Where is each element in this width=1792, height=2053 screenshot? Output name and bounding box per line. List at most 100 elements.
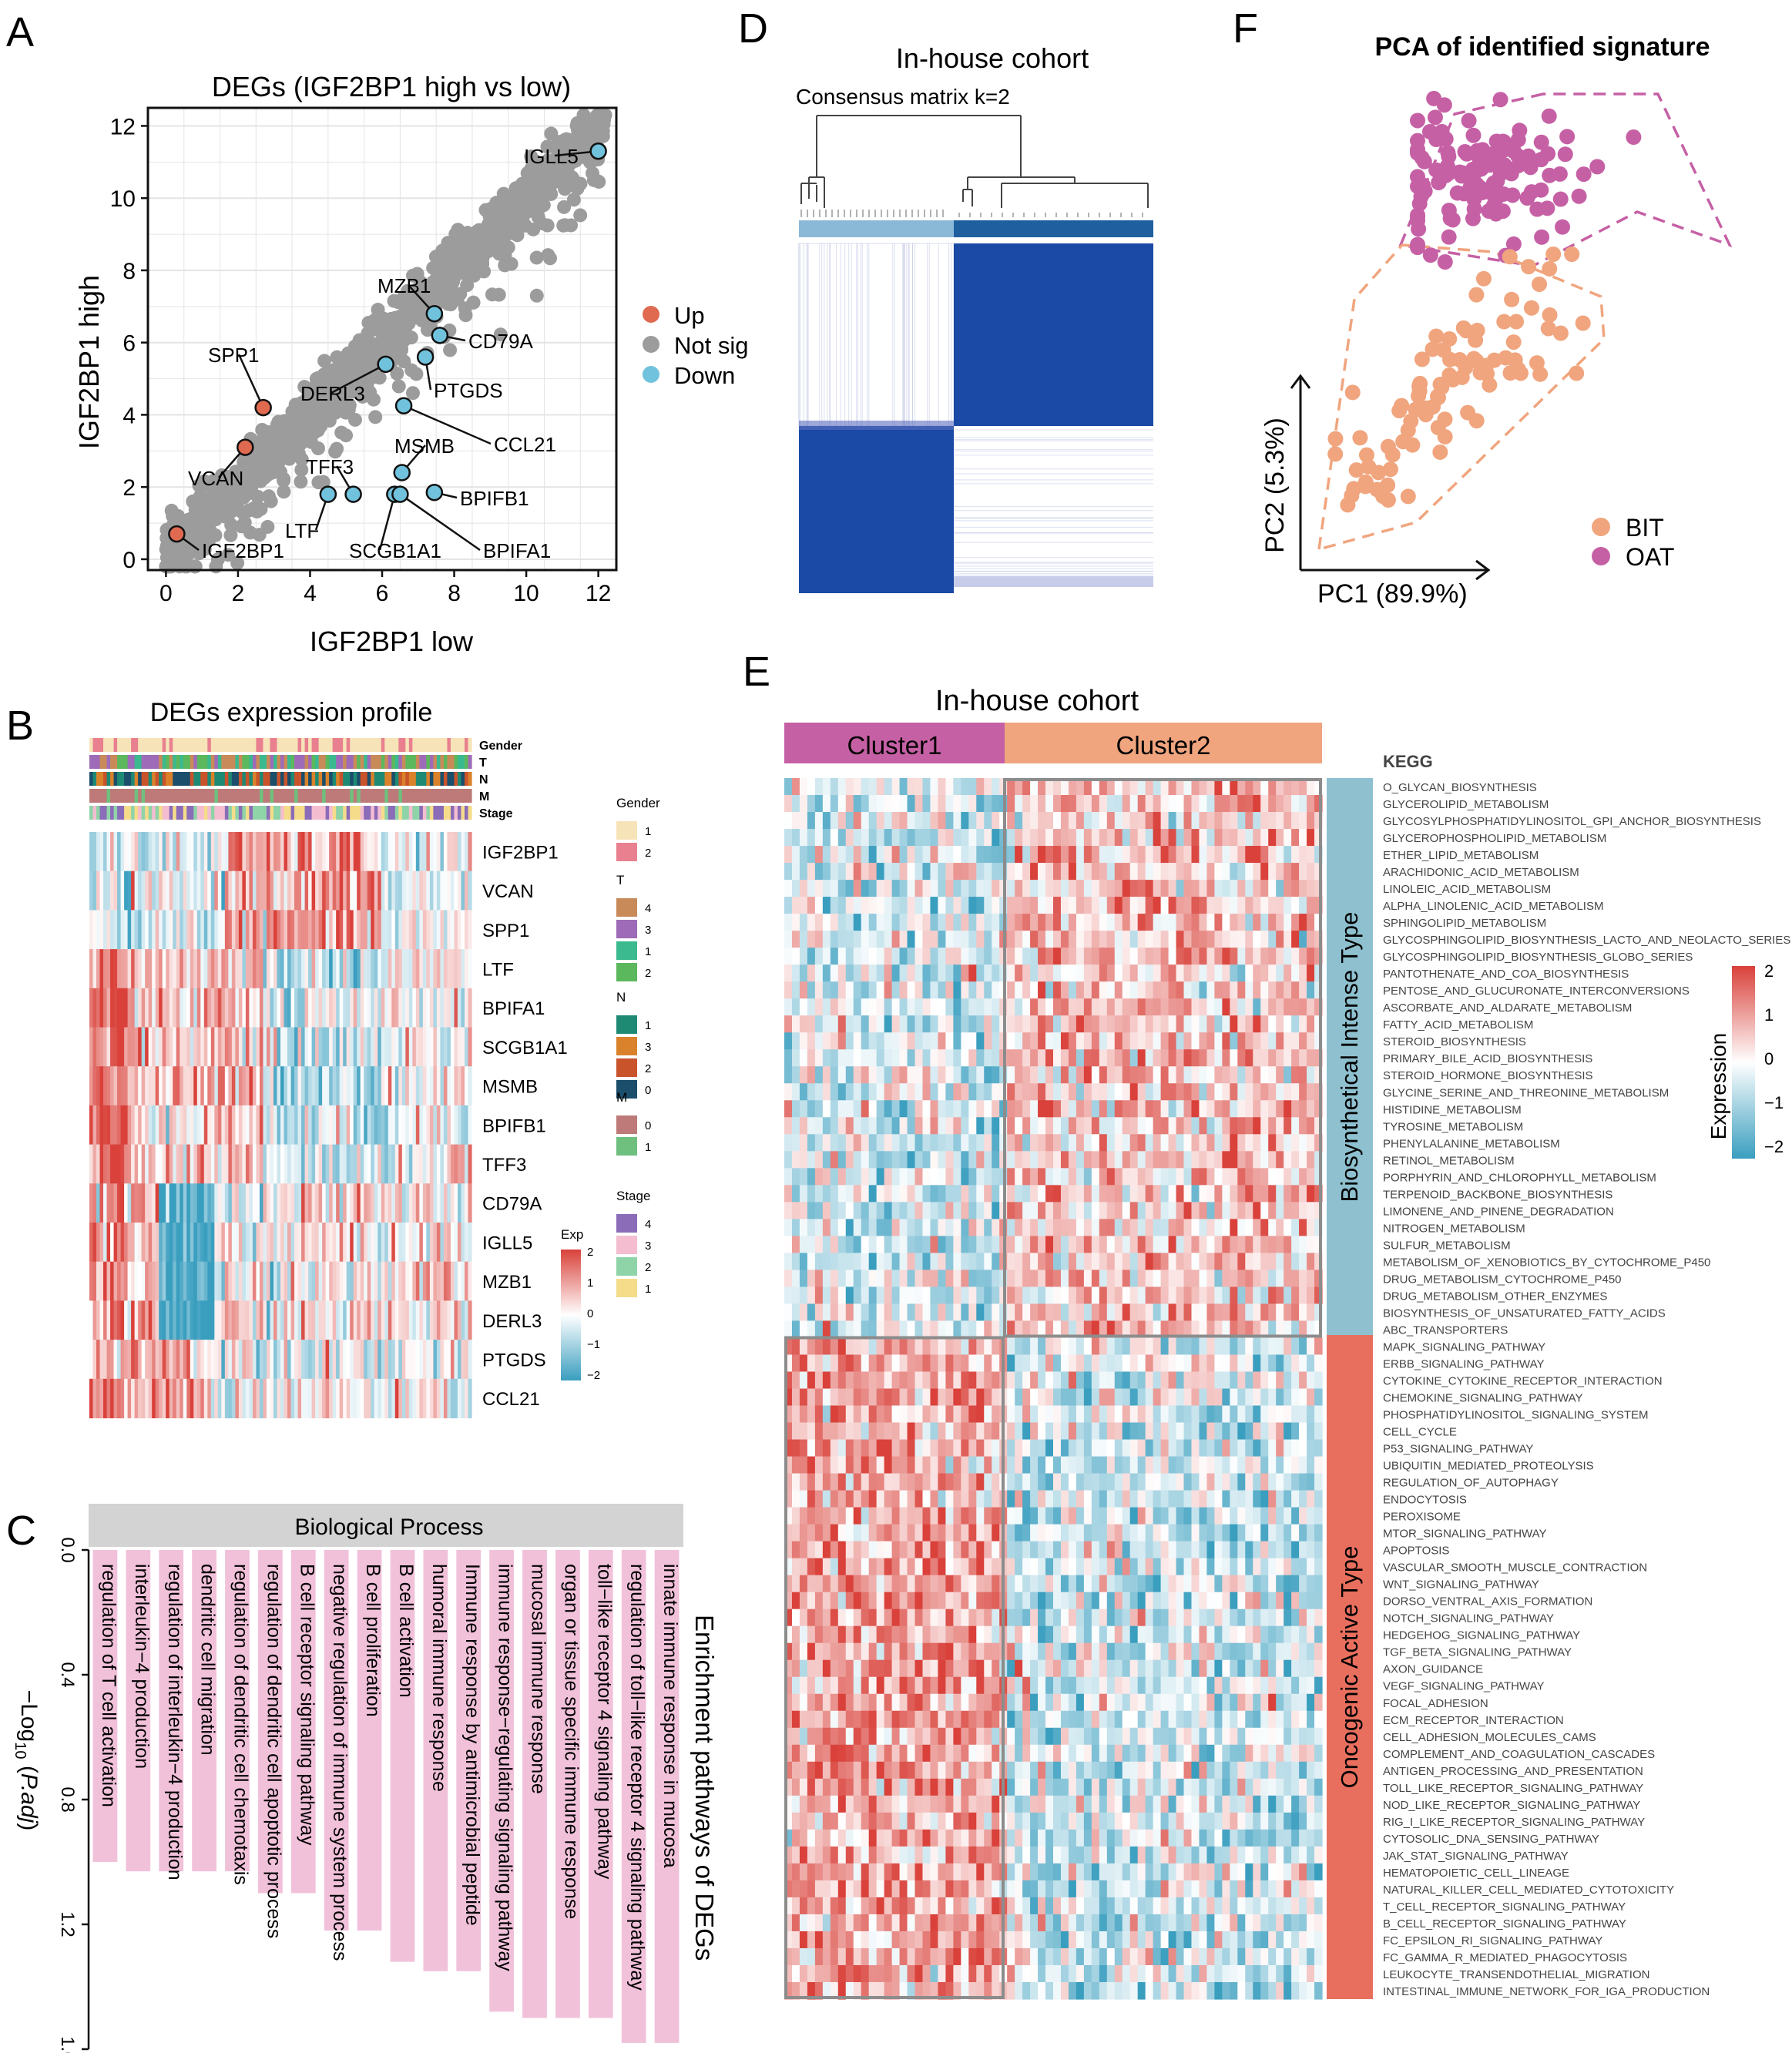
heat-cell bbox=[1237, 998, 1246, 1016]
annotation-cell bbox=[180, 806, 184, 820]
heat-cell bbox=[350, 832, 354, 872]
heat-cell bbox=[134, 1144, 139, 1184]
heat-cell bbox=[124, 1027, 129, 1067]
annotation-cell bbox=[120, 789, 125, 803]
heat-cell bbox=[938, 812, 946, 830]
y-tick-label: 2 bbox=[122, 475, 136, 501]
heat-cell bbox=[468, 1027, 472, 1067]
heat-cell bbox=[791, 914, 800, 931]
annotation-cell bbox=[464, 772, 469, 786]
annotation-cell bbox=[422, 806, 427, 820]
annotation-cell bbox=[339, 772, 344, 786]
legend-swatch bbox=[616, 1015, 637, 1034]
heat-cell bbox=[346, 1105, 351, 1146]
gene-label-mzb1: MZB1 bbox=[482, 1272, 532, 1293]
heat-cell bbox=[297, 871, 302, 911]
heat-cell bbox=[203, 871, 208, 911]
heat-cell bbox=[228, 1223, 233, 1263]
heat-cell bbox=[193, 910, 198, 950]
heat-cell bbox=[148, 988, 153, 1028]
annotation-cell bbox=[367, 755, 371, 769]
heat-cell bbox=[422, 1144, 427, 1184]
heat-cell bbox=[1083, 863, 1092, 881]
heat-cell bbox=[127, 1223, 132, 1263]
heat-cell bbox=[332, 1340, 337, 1380]
heat-cell bbox=[1237, 914, 1246, 931]
annotation-cell bbox=[217, 789, 222, 803]
heat-cell bbox=[259, 1340, 264, 1380]
heat-cell bbox=[203, 1300, 208, 1340]
heat-cell bbox=[822, 948, 831, 965]
heat-cell bbox=[343, 1378, 347, 1419]
heat-cell bbox=[440, 1223, 445, 1263]
annotation-cell bbox=[148, 755, 153, 769]
heat-cell bbox=[1245, 964, 1253, 982]
notsig-point bbox=[439, 277, 454, 291]
heat-cell bbox=[210, 832, 215, 872]
heat-cell bbox=[190, 949, 194, 989]
heat-cell bbox=[961, 998, 969, 1016]
sig-point-msmb bbox=[393, 464, 411, 481]
notsig-point bbox=[230, 555, 245, 570]
heat-cell bbox=[141, 1261, 146, 1301]
heat-cell bbox=[837, 778, 847, 796]
heat-cell bbox=[148, 1027, 153, 1067]
heat-cell bbox=[304, 1223, 309, 1263]
heat-cell bbox=[277, 1183, 281, 1223]
heat-cell bbox=[378, 1027, 382, 1067]
annotation-cell bbox=[166, 755, 170, 769]
annotation-cell bbox=[401, 806, 406, 820]
heat-cell bbox=[99, 1223, 104, 1263]
heat-cell bbox=[127, 1300, 132, 1340]
heat-cell bbox=[1068, 964, 1077, 982]
heat-cell bbox=[103, 1027, 108, 1067]
heat-cell bbox=[807, 829, 816, 847]
annotation-cell bbox=[371, 789, 375, 803]
heat-cell bbox=[315, 949, 320, 989]
heat-cell bbox=[1053, 948, 1062, 965]
heat-cell bbox=[1230, 863, 1238, 881]
annotation-cell bbox=[436, 772, 441, 786]
heat-cell bbox=[1253, 846, 1261, 864]
heat-cell bbox=[1176, 846, 1185, 864]
heat-cell bbox=[138, 910, 143, 950]
annotation-cell bbox=[294, 755, 299, 769]
heat-cell bbox=[1237, 846, 1246, 864]
heat-cell bbox=[180, 871, 184, 911]
bar-label-2: regulation of interleukin−4 production bbox=[164, 1564, 186, 1880]
heat-cell bbox=[976, 778, 985, 796]
heat-cell bbox=[287, 832, 292, 872]
heat-cell bbox=[1307, 880, 1315, 897]
heat-cell bbox=[412, 1144, 417, 1184]
heat-cell bbox=[837, 948, 847, 965]
heat-cell bbox=[1060, 914, 1069, 931]
panel-c-ylabel-sub: 10 bbox=[12, 1742, 29, 1759]
panel-e-title: In-house cohort bbox=[935, 685, 1139, 717]
heat-cell bbox=[346, 871, 351, 911]
heat-cell bbox=[953, 948, 961, 965]
heat-cell bbox=[280, 1378, 285, 1419]
heat-cell bbox=[318, 1223, 323, 1263]
heat-cell bbox=[419, 1183, 424, 1223]
heat-cell bbox=[426, 1144, 431, 1184]
heat-cell bbox=[884, 931, 893, 948]
heat-cell bbox=[214, 1300, 219, 1340]
heat-cell bbox=[117, 1340, 122, 1380]
heat-cell bbox=[207, 871, 212, 911]
heat-cell bbox=[814, 795, 824, 813]
heat-cell bbox=[433, 1378, 438, 1419]
heat-cell bbox=[426, 1300, 431, 1340]
annotation-cell bbox=[110, 772, 115, 786]
heat-cell bbox=[214, 1027, 219, 1067]
heat-cell bbox=[992, 846, 1000, 864]
heat-cell bbox=[294, 1378, 299, 1419]
heat-cell bbox=[457, 1066, 462, 1106]
heat-cell bbox=[953, 998, 961, 1016]
heat-cell bbox=[221, 910, 226, 950]
heat-cell bbox=[381, 832, 385, 872]
heat-cell bbox=[799, 846, 808, 864]
heat-cell bbox=[1038, 846, 1046, 864]
heat-cell bbox=[1268, 897, 1277, 914]
heat-cell bbox=[907, 948, 916, 965]
heat-cell bbox=[332, 1300, 337, 1340]
